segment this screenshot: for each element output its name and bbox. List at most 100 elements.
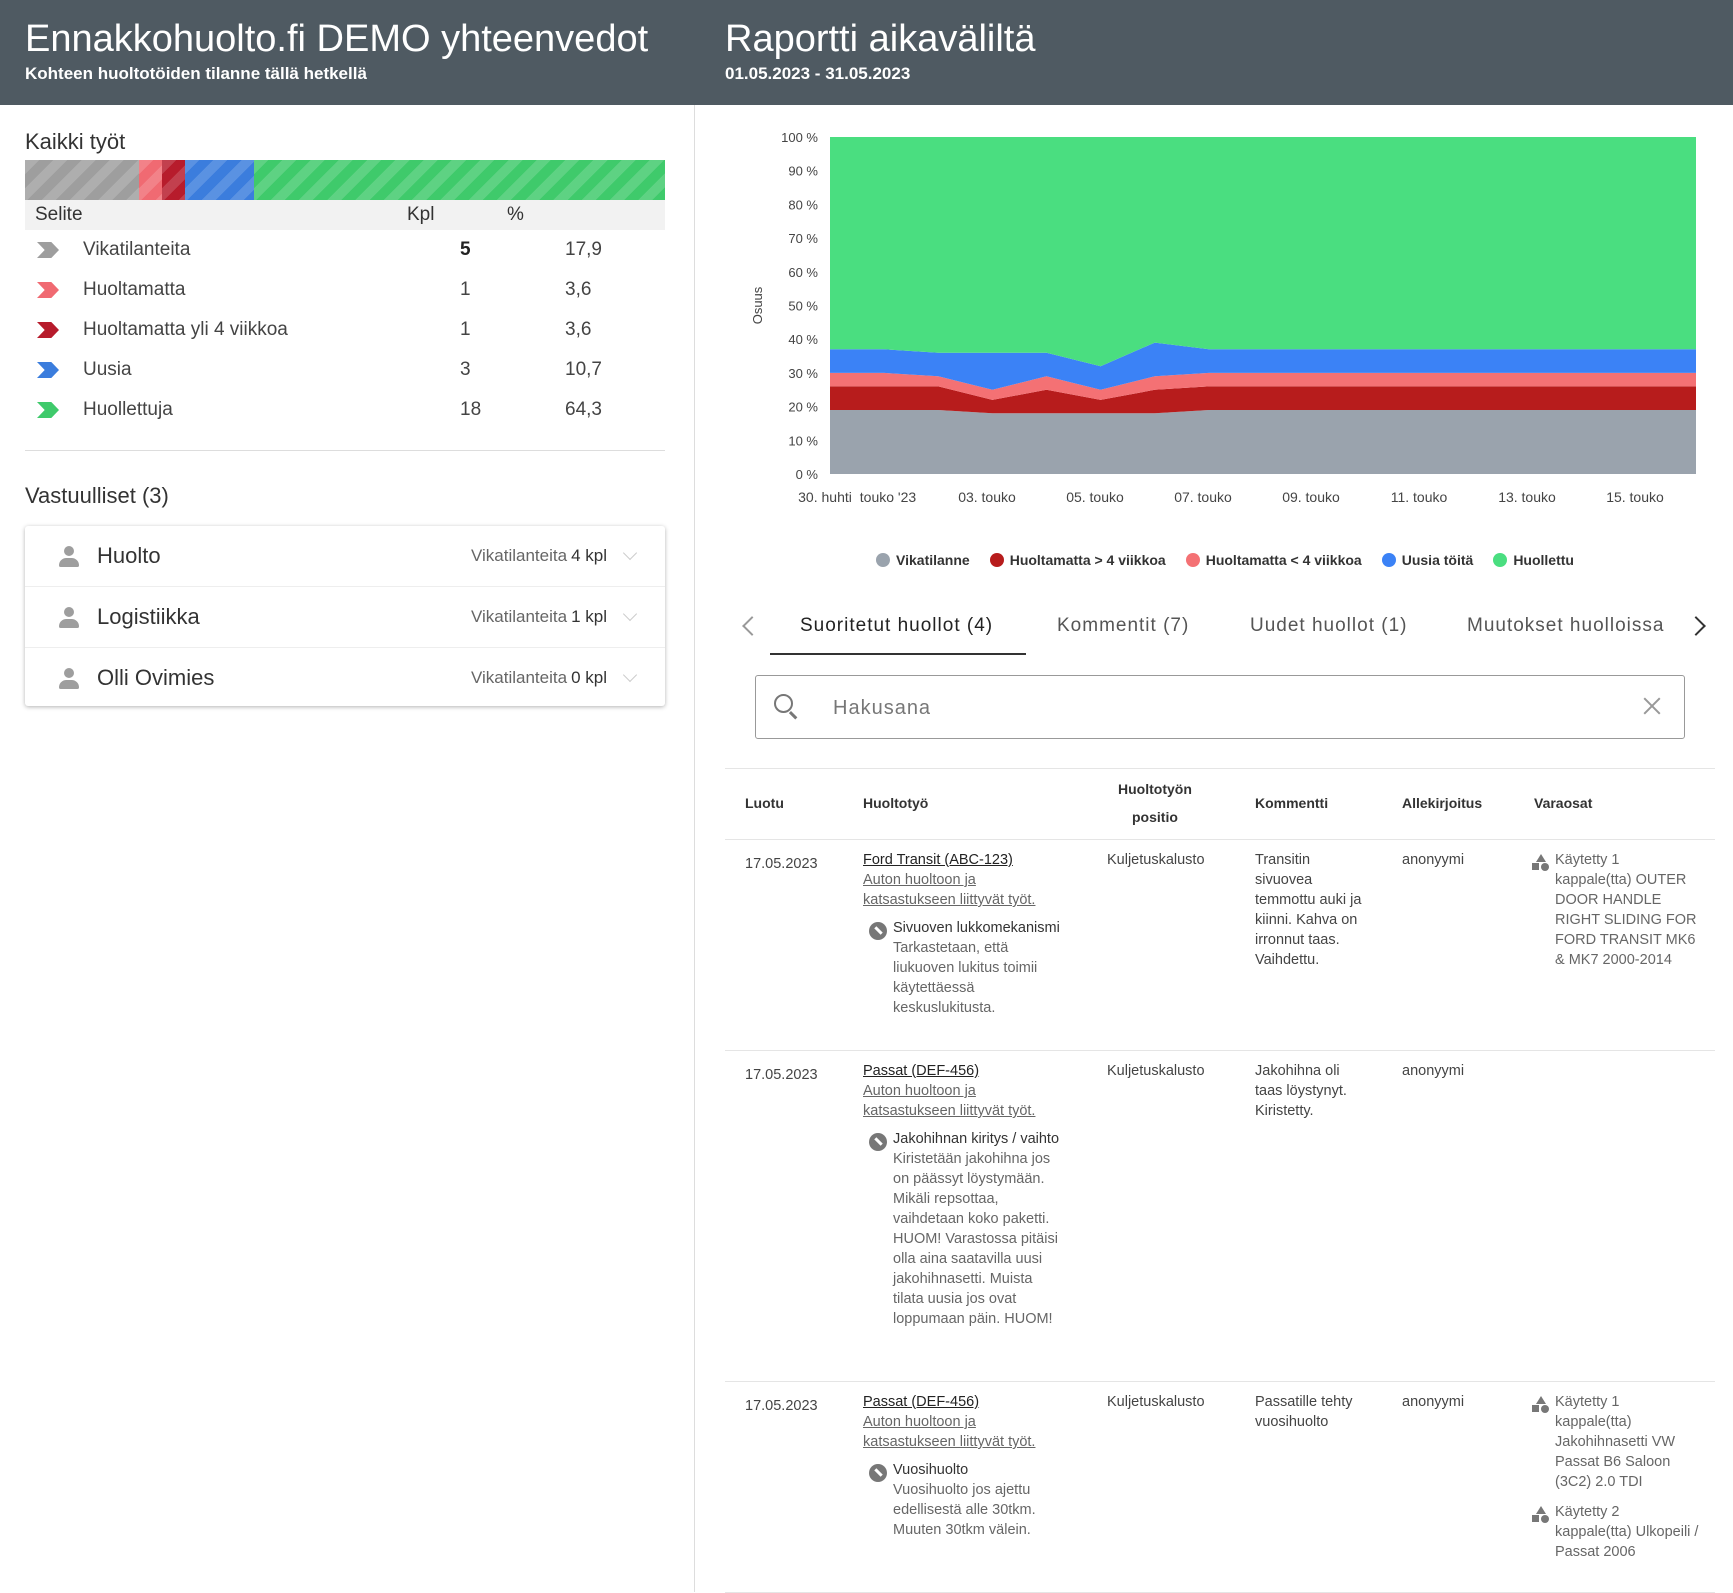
table-row: 17.05.2023 Ford Transit (ABC-123) Auton hu… bbox=[725, 840, 1715, 1051]
area-series bbox=[830, 410, 1696, 474]
tab-completed[interactable]: Suoritetut huollot (4) bbox=[800, 615, 994, 636]
legend-item[interactable]: Huollettu bbox=[1493, 552, 1574, 568]
summary-row-label: Huoltamatta yli 4 viikkoa bbox=[83, 319, 288, 340]
summary-row-percent: 10,7 bbox=[565, 359, 602, 380]
tab-new[interactable]: Uudet huollot (1) bbox=[1250, 615, 1408, 636]
responsible-item[interactable]: Logistiikka Vikatilanteita 1 kpl bbox=[25, 587, 665, 648]
row-comment: Transitin sivuovea temmottu auki ja kiin… bbox=[1255, 852, 1362, 968]
row-date: 17.05.2023 bbox=[745, 1398, 818, 1414]
tab-changes[interactable]: Muutokset huolloissa bbox=[1467, 615, 1665, 636]
responsibles-list: Huolto Vikatilanteita 4 kpl Logistiikka Vika… bbox=[25, 526, 665, 706]
col-percent: % bbox=[507, 204, 524, 225]
legend-label: Vikatilanne bbox=[896, 552, 970, 568]
area-series bbox=[830, 386, 1696, 414]
y-tick-label: 90 % bbox=[788, 164, 818, 179]
task: Vuosihuolto Vuosihuolto jos ajettu edelli… bbox=[863, 1460, 1063, 1540]
active-tab-indicator bbox=[770, 653, 1026, 655]
y-tick-label: 30 % bbox=[788, 366, 818, 381]
legend-item[interactable]: Huoltamatta < 4 viikkoa bbox=[1185, 552, 1362, 568]
category-link[interactable]: Auton huoltoon ja katsastukseen liittyvä… bbox=[863, 872, 1036, 908]
wrench-icon bbox=[869, 922, 887, 940]
summary-panel: Kaikki työt Selite Kpl % Vikatilanteita 5… bbox=[0, 105, 695, 1592]
responsible-item[interactable]: Olli Ovimies Vikatilanteita 0 kpl bbox=[25, 648, 665, 708]
category-link[interactable]: Auton huoltoon ja katsastukseen liittyvä… bbox=[863, 1414, 1036, 1450]
status-chevron-icon bbox=[37, 242, 59, 258]
vehicle-link[interactable]: Ford Transit (ABC-123) bbox=[863, 852, 1013, 868]
y-tick-label: 60 % bbox=[788, 265, 818, 280]
task: Jakohihnan kiritys / vaihto Kiristetään j… bbox=[863, 1129, 1063, 1329]
row-work: Passat (DEF-456) Auton huoltoon ja katsas… bbox=[863, 1061, 1063, 1329]
tab-comments[interactable]: Kommentit (7) bbox=[1057, 615, 1190, 636]
col-comment: Kommentti bbox=[1255, 795, 1329, 811]
responsible-stat: Vikatilanteita 4 kpl bbox=[437, 546, 607, 566]
vehicle-link[interactable]: Passat (DEF-456) bbox=[863, 1394, 980, 1410]
chevron-down-icon[interactable] bbox=[622, 667, 638, 683]
search-icon bbox=[774, 694, 793, 713]
summary-row-percent: 3,6 bbox=[565, 319, 592, 340]
col-created: Luotu bbox=[745, 795, 784, 811]
summary-row-count: 1 bbox=[460, 279, 471, 300]
row-work: Ford Transit (ABC-123) Auton huoltoon ja … bbox=[863, 850, 1063, 1018]
summary-row-label: Uusia bbox=[83, 359, 132, 380]
responsible-stat: Vikatilanteita 1 kpl bbox=[437, 607, 607, 627]
summary-row-label: Vikatilanteita bbox=[83, 239, 191, 260]
summary-bar-segment bbox=[139, 160, 163, 200]
report-title: Raportti aikaväliltä bbox=[725, 18, 1036, 60]
summary-bar-segment bbox=[185, 160, 254, 200]
search-input[interactable] bbox=[831, 692, 1615, 724]
summary-row: Uusia 3 10,7 bbox=[25, 350, 665, 390]
chevron-down-icon[interactable] bbox=[622, 545, 638, 561]
summary-bar-segment bbox=[162, 160, 186, 200]
responsible-stat-value: 1 kpl bbox=[571, 607, 607, 626]
responsible-item[interactable]: Huolto Vikatilanteita 4 kpl bbox=[25, 526, 665, 587]
y-tick-label: 40 % bbox=[788, 332, 818, 347]
area-series bbox=[830, 342, 1696, 390]
vehicle-link[interactable]: Passat (DEF-456) bbox=[863, 1063, 980, 1079]
summary-row-count: 18 bbox=[460, 399, 482, 420]
summary-row-count: 1 bbox=[460, 319, 471, 340]
responsible-stat-value: 0 kpl bbox=[571, 668, 607, 687]
divider bbox=[25, 450, 665, 451]
legend-label: Huoltamatta > 4 viikkoa bbox=[1009, 552, 1166, 568]
responsibles-title: Vastuulliset (3) bbox=[25, 483, 169, 508]
legend-dot-icon bbox=[1185, 553, 1200, 567]
chevron-down-icon[interactable] bbox=[622, 606, 638, 622]
legend-label: Huollettu bbox=[1513, 552, 1574, 568]
x-tick-label: 07. touko bbox=[1174, 489, 1232, 505]
x-tick-label: 30. huhti bbox=[798, 489, 852, 505]
x-tick-label: 09. touko bbox=[1282, 489, 1340, 505]
spare-part-text: Käytetty 1 kappale(tta) OUTER DOOR HANDL… bbox=[1555, 852, 1697, 968]
col-kpl: Kpl bbox=[407, 204, 435, 225]
y-tick-label: 100 % bbox=[781, 130, 818, 145]
task-name: Sivuoven lukkomekanismi bbox=[893, 920, 1060, 936]
y-tick-label: 20 % bbox=[788, 400, 818, 415]
clear-icon[interactable] bbox=[1640, 694, 1664, 718]
legend-label: Uusia töitä bbox=[1401, 552, 1474, 568]
task-desc: Kiristetään jakohihna jos on päässyt löy… bbox=[893, 1151, 1058, 1327]
col-position-2: positio bbox=[1132, 809, 1178, 825]
person-icon bbox=[57, 605, 81, 629]
spare-part: Käytetty 1 kappale(tta) Jakohihnasetti V… bbox=[1530, 1392, 1700, 1492]
summary-row-label: Huoltamatta bbox=[83, 279, 186, 300]
legend-item[interactable]: Huoltamatta > 4 viikkoa bbox=[989, 552, 1166, 568]
status-chevron-icon bbox=[37, 362, 59, 378]
person-icon bbox=[57, 666, 81, 690]
tab-scroll-left-icon[interactable] bbox=[742, 616, 762, 636]
legend-item[interactable]: Uusia töitä bbox=[1381, 552, 1474, 568]
x-tick-label: touko '23 bbox=[860, 489, 917, 505]
page-header: Ennakkohuolto.fi DEMO yhteenvedot Kohtee… bbox=[0, 0, 1733, 105]
legend-item[interactable]: Vikatilanne bbox=[876, 552, 970, 568]
parts-icon bbox=[1532, 1506, 1550, 1524]
summary-row-percent: 64,3 bbox=[565, 399, 602, 420]
tab-scroll-right-icon[interactable] bbox=[1686, 616, 1706, 636]
row-position: Kuljetuskalusto bbox=[1107, 852, 1205, 868]
person-icon bbox=[57, 544, 81, 568]
table-header: Luotu Huoltotyö Huoltotyön positio Komme… bbox=[725, 769, 1715, 840]
row-signature: anonyymi bbox=[1402, 852, 1465, 868]
summary-row: Huoltamatta 1 3,6 bbox=[25, 270, 665, 310]
row-parts: Käytetty 1 kappale(tta) Jakohihnasetti V… bbox=[1530, 1392, 1700, 1572]
chart-legend: Vikatilanne Huoltamatta > 4 viikkoa Huolta… bbox=[725, 552, 1725, 568]
category-link[interactable]: Auton huoltoon ja katsastukseen liittyvä… bbox=[863, 1083, 1036, 1119]
report-range: 01.05.2023 - 31.05.2023 bbox=[725, 64, 911, 83]
table-row: 17.05.2023 Passat (DEF-456) Auton huoltoon… bbox=[725, 1051, 1715, 1382]
